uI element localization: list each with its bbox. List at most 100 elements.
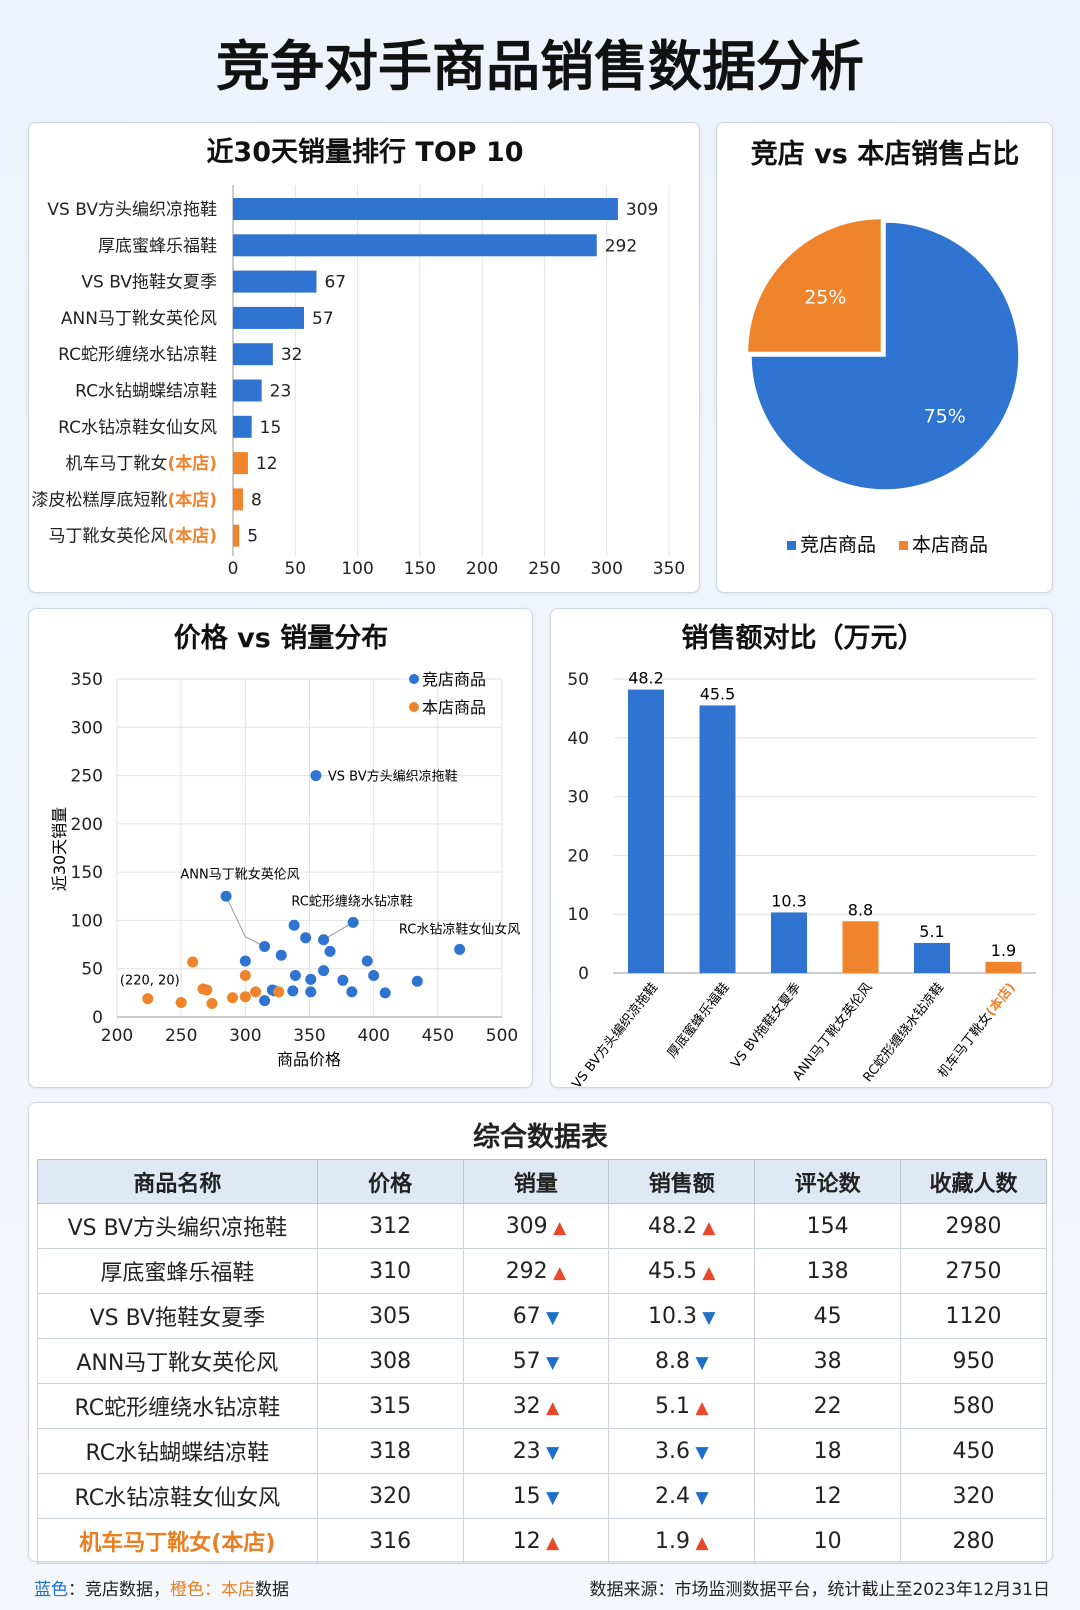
y-axis-title: 近30天销量 <box>50 807 69 891</box>
scatter-point <box>337 974 349 986</box>
x-tick-label: 500 <box>486 1026 518 1046</box>
cell-name: RC水钻凉鞋女仙女风 <box>37 1473 318 1519</box>
data-label: 1.9 <box>991 941 1016 960</box>
cell-price: 308 <box>316 1338 464 1384</box>
table-title: 综合数据表 <box>473 1122 608 1153</box>
cell-value: 318 <box>369 1438 412 1464</box>
scatter-point <box>287 985 299 997</box>
cell-value: 48.2 <box>648 1213 698 1239</box>
scatter-point <box>379 987 391 999</box>
cell-value: 67 <box>512 1303 541 1329</box>
scatter-point <box>239 991 251 1003</box>
cell-value: RC蛇形缠绕水钻凉鞋 <box>74 1396 281 1421</box>
chart-title: 销售额对比（万元） <box>682 622 925 654</box>
trend-down-icon: ▼ <box>690 1352 709 1373</box>
legend-marker <box>409 702 419 712</box>
legend-label: 竞店商品 <box>800 534 876 556</box>
scatter-point <box>220 890 232 902</box>
scatter-point <box>142 993 154 1005</box>
data-label: 10.3 <box>771 891 807 910</box>
cell-value: RC水钻凉鞋女仙女风 <box>74 1486 281 1511</box>
annotation-label: RC水钻凉鞋女仙女风 <box>399 921 520 937</box>
scatter-point <box>324 945 336 957</box>
x-tick-label: 50 <box>284 559 306 579</box>
orange-label: 橙色 <box>170 1580 204 1600</box>
cell-value: VS BV方头编织凉拖鞋 <box>67 1216 288 1241</box>
table-row: ANN马丁靴女英伦风 308 57 ▼ 8.8 ▼ 38 950 <box>37 1338 1047 1384</box>
page-title: 竞争对手商品销售数据分析 <box>216 35 864 98</box>
cell-revenue: 5.1 ▲ <box>608 1383 756 1429</box>
cell-value: 8.8 <box>655 1348 691 1374</box>
cell-name: RC蛇形缠绕水钻凉鞋 <box>37 1383 318 1429</box>
category-label: 机车马丁靴女(本店) <box>935 980 1019 1081</box>
table-row: VS BV方头编织凉拖鞋 312 309 ▲ 48.2 ▲ 154 2980 <box>37 1203 1047 1249</box>
annotation-label: (220, 20) <box>120 974 180 989</box>
scatter-point <box>368 969 380 981</box>
bar <box>628 689 664 973</box>
cell-reviews: 10 <box>754 1518 902 1564</box>
cell-value: 2750 <box>945 1258 1002 1284</box>
data-label: 48.2 <box>628 669 664 688</box>
y-tick-label: 10 <box>567 905 589 925</box>
data-label: 8 <box>251 490 262 510</box>
y-tick-label: 0 <box>578 964 589 984</box>
annotation-label: ANN马丁靴女英伦风 <box>180 866 299 882</box>
cell-value: 309 <box>505 1213 548 1239</box>
category-label: VS BV拖鞋女夏季 <box>728 980 804 1072</box>
category-name: 厚底蜜蜂乐福鞋 <box>98 236 217 256</box>
cell-price: 310 <box>316 1248 464 1294</box>
category-label: ANN马丁靴女英伦风 <box>61 309 217 329</box>
scatter-point <box>239 955 251 967</box>
data-label: 12 <box>256 454 278 474</box>
cell-reviews: 45 <box>754 1293 902 1339</box>
category-label: RC水钻凉鞋女仙女风 <box>58 418 217 438</box>
category-name: VS BV方头编织凉拖鞋 <box>569 980 661 1089</box>
cell-favs: 950 <box>900 1338 1047 1384</box>
legend-marker <box>409 674 419 684</box>
leader-line <box>225 896 246 938</box>
bar <box>842 921 879 973</box>
category-name: VS BV拖鞋女夏季 <box>728 980 804 1072</box>
cell-reviews: 12 <box>754 1473 902 1519</box>
scatter-point <box>318 965 330 977</box>
cell-value: 1120 <box>945 1303 1002 1329</box>
scatter-point <box>250 986 262 998</box>
x-tick-label: 300 <box>229 1026 261 1046</box>
bar <box>233 306 305 329</box>
scatter-point <box>275 949 287 961</box>
cell-value: ANN马丁靴女英伦风 <box>76 1351 279 1376</box>
cell-reviews: 154 <box>754 1203 902 1249</box>
annotation-label: RC蛇形缠绕水钻凉鞋 <box>291 893 412 909</box>
cell-name: VS BV方头编织凉拖鞋 <box>37 1203 318 1249</box>
cell-value: 10 <box>813 1528 842 1554</box>
bar <box>233 452 248 475</box>
y-tick-label: 350 <box>71 670 103 690</box>
cell-value: 12 <box>813 1483 842 1509</box>
data-label: 5 <box>247 527 258 547</box>
trend-up-icon: ▲ <box>697 1262 716 1283</box>
cell-reviews: 18 <box>754 1428 902 1474</box>
chart-title: 近30天销量排行 TOP 10 <box>206 136 523 168</box>
y-tick-label: 30 <box>567 788 589 808</box>
orange-colon: ： <box>204 1580 221 1600</box>
y-tick-label: 100 <box>71 911 103 931</box>
own-suffix: (本店) <box>167 526 217 547</box>
cell-revenue: 2.4 ▼ <box>608 1473 756 1519</box>
category-label: 机车马丁靴女(本店) <box>65 453 217 474</box>
cell-name: 厚底蜜蜂乐福鞋 <box>37 1248 318 1294</box>
y-tick-label: 40 <box>567 729 589 749</box>
cell-value: 15 <box>512 1483 541 1509</box>
cell-value: 292 <box>505 1258 548 1284</box>
table-row: 机车马丁靴女(本店) 316 12 ▲ 1.9 ▲ 10 280 <box>37 1518 1047 1564</box>
cell-value: 45.5 <box>648 1258 698 1284</box>
cell-value: 1.9 <box>655 1528 691 1554</box>
color-legend-note: 蓝色：竞店数据，橙色：本店数据 <box>34 1575 289 1600</box>
trend-down-icon: ▼ <box>540 1352 560 1373</box>
y-tick-label: 20 <box>567 846 589 866</box>
column-header: 收藏人数 <box>900 1159 1047 1204</box>
own-suffix: (本店) <box>167 453 217 474</box>
top10-bar-chart: 近30天销量排行 TOP 10 0 50 100 150 200 250 300 350 VS B… <box>31 136 685 579</box>
cell-price: 318 <box>316 1428 464 1474</box>
cell-value: 950 <box>952 1348 995 1374</box>
scatter-point <box>310 770 322 782</box>
